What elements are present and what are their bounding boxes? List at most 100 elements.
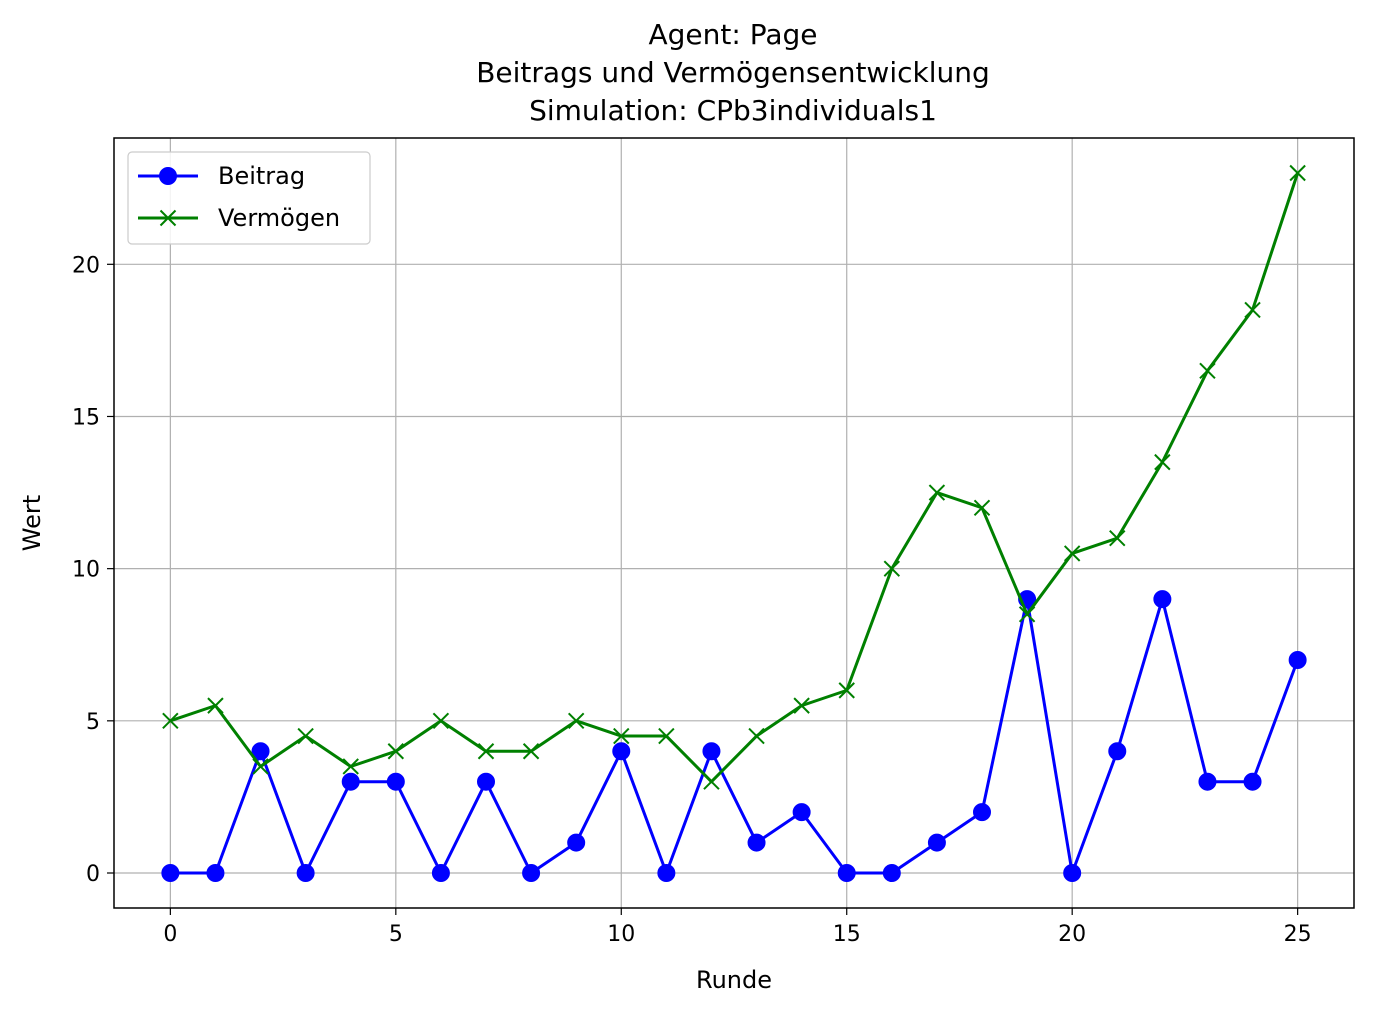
data-point bbox=[1018, 606, 1036, 623]
marker-stroke bbox=[1199, 362, 1216, 380]
data-point bbox=[837, 864, 856, 882]
marker-stroke bbox=[748, 727, 765, 745]
data-point bbox=[251, 742, 270, 761]
data-point bbox=[477, 772, 495, 791]
data-point bbox=[206, 864, 225, 882]
marker-stroke bbox=[838, 682, 855, 699]
data-point bbox=[1154, 453, 1171, 471]
chart-title-line-2: Beitrags und Vermögensentwicklung bbox=[476, 56, 990, 89]
marker-stroke bbox=[658, 727, 675, 745]
data-point bbox=[612, 742, 631, 761]
data-point bbox=[928, 484, 946, 501]
data-point bbox=[793, 697, 810, 714]
legend-item: Vermögen bbox=[138, 204, 340, 232]
data-point bbox=[838, 682, 855, 699]
marker-stroke bbox=[477, 743, 495, 760]
data-point bbox=[1198, 772, 1217, 791]
y-tick-label: 20 bbox=[72, 253, 100, 278]
marker-stroke bbox=[1289, 164, 1306, 182]
x-tick-label: 20 bbox=[1058, 922, 1086, 947]
marker-stroke bbox=[1109, 530, 1126, 547]
data-point bbox=[567, 833, 586, 852]
data-point bbox=[1063, 864, 1082, 882]
legend: Beitrag Vermögen bbox=[127, 151, 371, 245]
data-point bbox=[387, 743, 405, 760]
data-point bbox=[973, 499, 991, 516]
data-point bbox=[522, 743, 540, 760]
marker-stroke bbox=[342, 758, 359, 775]
data-point bbox=[703, 773, 720, 790]
data-point bbox=[1109, 530, 1126, 547]
data-point bbox=[1243, 772, 1262, 791]
marker-stroke bbox=[613, 727, 630, 745]
marker-stroke bbox=[432, 712, 450, 730]
x-tick-label: 5 bbox=[389, 922, 403, 947]
y-axis-label: Wert bbox=[18, 495, 46, 551]
marker-stroke bbox=[207, 697, 224, 714]
legend-label: Beitrag bbox=[218, 162, 305, 190]
marker-stroke bbox=[703, 773, 720, 790]
data-point bbox=[883, 560, 901, 577]
data-point bbox=[702, 742, 721, 761]
legend-label: Vermögen bbox=[218, 204, 340, 232]
series-layer bbox=[161, 164, 1307, 882]
data-point bbox=[341, 772, 360, 791]
data-point bbox=[1063, 545, 1081, 562]
data-point bbox=[477, 743, 495, 760]
chart-title-line-1: Agent: Page bbox=[649, 18, 818, 51]
y-tick-label: 5 bbox=[86, 710, 100, 735]
data-point bbox=[207, 697, 224, 714]
marker-stroke bbox=[973, 499, 991, 516]
data-point bbox=[1289, 164, 1306, 182]
data-point bbox=[296, 864, 315, 882]
chart-title: Agent: Page Beitrags und Vermögensentwic… bbox=[476, 18, 990, 127]
y-tick-label: 10 bbox=[72, 558, 100, 583]
x-tick-label: 15 bbox=[833, 922, 861, 947]
marker-stroke bbox=[162, 712, 179, 730]
x-tick-label: 10 bbox=[607, 922, 635, 947]
marker-stroke bbox=[297, 727, 314, 745]
marker-stroke bbox=[387, 743, 405, 760]
data-point bbox=[432, 712, 450, 730]
marker-stroke bbox=[1154, 453, 1171, 471]
series-2 bbox=[162, 164, 1306, 790]
data-point bbox=[342, 758, 359, 775]
marker-stroke bbox=[567, 712, 585, 730]
y-tick-label: 0 bbox=[86, 862, 100, 887]
x-tick-label: 25 bbox=[1284, 922, 1312, 947]
x-axis: 0 5 10 15 20 25 bbox=[163, 908, 1312, 947]
x-axis-label: Runde bbox=[696, 966, 772, 994]
chart-title-line-3: Simulation: CPb3individuals1 bbox=[529, 94, 937, 127]
data-point bbox=[252, 758, 269, 775]
marker-stroke bbox=[793, 697, 810, 714]
legend-marker bbox=[159, 209, 177, 227]
marker-stroke bbox=[1063, 545, 1081, 562]
marker-stroke bbox=[928, 484, 946, 501]
data-point bbox=[1153, 590, 1172, 609]
data-point bbox=[927, 833, 946, 852]
grid-lines bbox=[114, 138, 1354, 908]
data-point bbox=[161, 864, 180, 882]
legend-marker bbox=[159, 167, 177, 185]
plot-area-frame bbox=[113, 137, 1355, 909]
data-point bbox=[162, 712, 179, 730]
marker-stroke bbox=[522, 743, 540, 760]
data-point bbox=[657, 864, 676, 882]
data-point bbox=[613, 727, 630, 745]
data-point bbox=[297, 727, 314, 745]
data-point bbox=[973, 803, 991, 822]
data-point bbox=[792, 803, 811, 822]
x-tick-label: 0 bbox=[163, 922, 177, 947]
legend-item: Beitrag bbox=[138, 162, 305, 190]
data-point bbox=[1108, 742, 1127, 761]
marker-stroke bbox=[252, 758, 269, 775]
data-point bbox=[658, 727, 675, 745]
marker-stroke bbox=[159, 209, 177, 227]
data-point bbox=[567, 712, 585, 730]
data-point bbox=[748, 727, 765, 745]
data-point bbox=[882, 864, 901, 882]
series-line bbox=[169, 172, 1300, 784]
data-point bbox=[386, 772, 405, 791]
marker-stroke bbox=[1244, 301, 1261, 319]
